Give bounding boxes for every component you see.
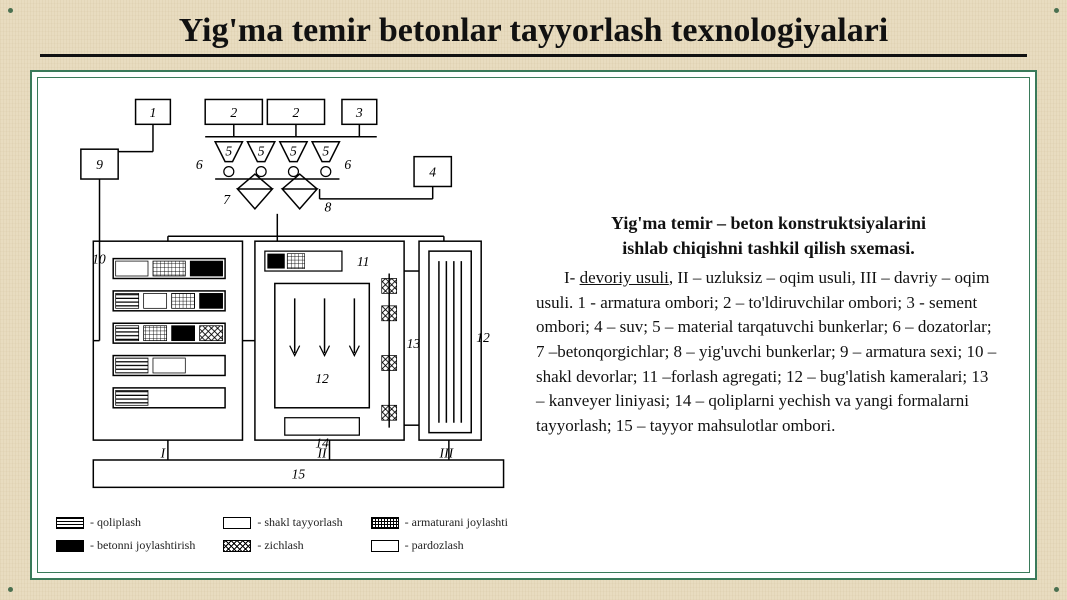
svg-text:1: 1: [150, 105, 157, 120]
svg-text:III: III: [439, 446, 455, 461]
svg-text:2: 2: [293, 105, 300, 120]
legend-swatch: [223, 517, 251, 529]
legend-item: - shakl tayyorlash: [223, 515, 350, 530]
svg-text:11: 11: [357, 254, 370, 269]
desc-prefix: I-: [564, 268, 580, 287]
description-heading: Yig'ma temir – beton konstruktsiyalarini…: [536, 211, 1001, 260]
svg-text:7: 7: [223, 192, 231, 207]
content-frame: 1223945555667810111312141215IIIIII - qol…: [30, 70, 1037, 580]
legend-swatch: [56, 517, 84, 529]
legend-label: - zichlash: [257, 538, 303, 553]
svg-text:5: 5: [258, 143, 265, 158]
legend-swatch: [223, 540, 251, 552]
description-body: I- devoriy usuli, II – uzluksiz – oqim u…: [536, 266, 1001, 438]
legend-swatch: [371, 517, 399, 529]
svg-text:5: 5: [290, 143, 297, 158]
svg-text:15: 15: [292, 467, 306, 482]
svg-text:2: 2: [230, 105, 237, 120]
description-column: Yig'ma temir – beton konstruktsiyalarini…: [536, 92, 1011, 558]
desc-underlined: devoriy usuli: [580, 268, 669, 287]
svg-text:8: 8: [325, 199, 332, 214]
svg-text:4: 4: [429, 165, 436, 180]
page-title: Yig'ma temir betonlar tayyorlash texnolo…: [40, 12, 1027, 57]
diagram-column: 1223945555667810111312141215IIIIII - qol…: [56, 92, 516, 558]
svg-text:9: 9: [96, 157, 103, 172]
svg-text:6: 6: [196, 157, 203, 172]
svg-text:13: 13: [407, 336, 421, 351]
svg-text:II: II: [316, 446, 328, 461]
corner-dot-br: [1054, 587, 1059, 592]
corner-dot-tr: [1054, 8, 1059, 13]
process-diagram: 1223945555667810111312141215IIIIII: [56, 92, 516, 502]
svg-text:5: 5: [322, 143, 329, 158]
heading-line-1: Yig'ma temir – beton konstruktsiyalarini: [611, 213, 926, 233]
heading-line-2: ishlab chiqishni tashkil qilish sxemasi.: [622, 238, 915, 258]
svg-text:12: 12: [315, 371, 329, 386]
legend-label: - shakl tayyorlash: [257, 515, 342, 530]
legend-item: - pardozlash: [371, 538, 516, 553]
corner-dot-tl: [8, 8, 13, 13]
legend-label: - armaturani joylashti: [405, 515, 508, 530]
svg-text:I: I: [160, 446, 167, 461]
legend-swatch: [371, 540, 399, 552]
inner-frame: 1223945555667810111312141215IIIIII - qol…: [37, 77, 1030, 573]
svg-text:6: 6: [344, 157, 351, 172]
legend-label: - qoliplash: [90, 515, 141, 530]
legend-item: - qoliplash: [56, 515, 203, 530]
legend-item: - zichlash: [223, 538, 350, 553]
legend-label: - betonni joylashtirish: [90, 538, 195, 553]
legend-label: - pardozlash: [405, 538, 464, 553]
legend-swatch: [56, 540, 84, 552]
desc-rest: , II – uzluksiz – oqim usuli, III – davr…: [536, 268, 996, 435]
corner-dot-bl: [8, 587, 13, 592]
diagram-legend: - qoliplash - shakl tayyorlash - armaturan…: [56, 515, 516, 553]
svg-text:3: 3: [355, 105, 363, 120]
svg-text:5: 5: [225, 143, 232, 158]
svg-text:12: 12: [476, 330, 490, 345]
legend-item: - armaturani joylashti: [371, 515, 516, 530]
legend-item: - betonni joylashtirish: [56, 538, 203, 553]
